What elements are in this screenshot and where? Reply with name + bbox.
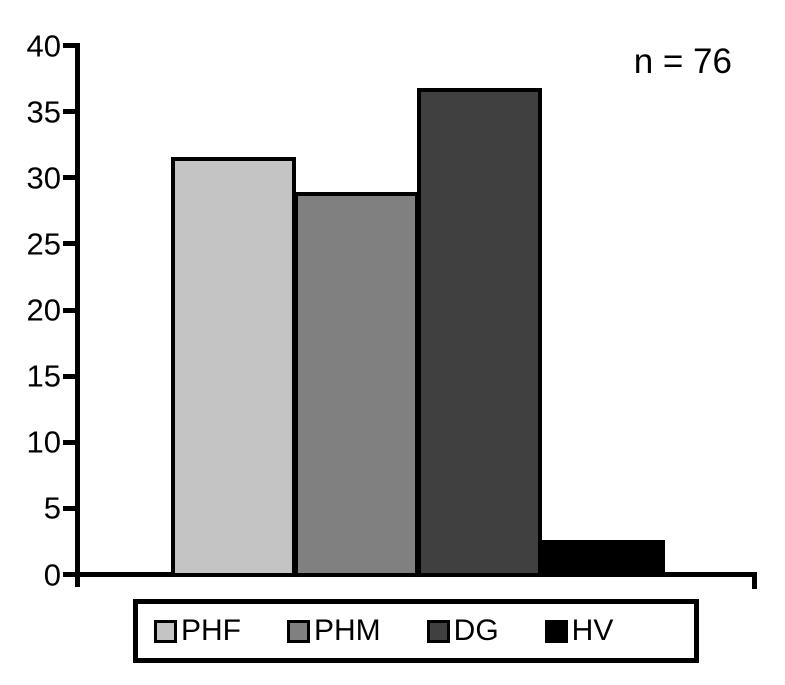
legend-label-hv: HV <box>571 614 614 647</box>
legend-item-hv: HV <box>544 614 614 647</box>
y-tick-label-5: 5 <box>43 490 61 526</box>
y-tick-0 <box>63 572 80 577</box>
x-axis-end-tick <box>752 572 757 589</box>
legend-item-dg: DG <box>426 614 499 647</box>
bar-dg <box>417 87 542 577</box>
bar-phm <box>294 192 419 577</box>
y-tick-40 <box>63 43 80 48</box>
bar-phf <box>171 156 296 577</box>
y-tick-label-20: 20 <box>26 292 61 328</box>
sample-size-annotation: n = 76 <box>633 42 732 81</box>
y-tick-15 <box>63 373 80 379</box>
legend-swatch-phm <box>287 619 310 643</box>
legend-item-phf: PHF <box>154 616 241 646</box>
legend-label-phm: PHM <box>314 614 381 647</box>
y-tick-label-10: 10 <box>26 424 61 460</box>
bar-hv <box>540 540 665 577</box>
legend-swatch-dg <box>426 619 450 643</box>
y-axis-line <box>75 43 80 587</box>
y-tick-label-0: 0 <box>43 557 61 592</box>
legend-label-phf: PHF <box>181 614 241 647</box>
y-tick-5 <box>63 505 80 511</box>
y-tick-label-40: 40 <box>26 28 61 63</box>
y-tick-30 <box>63 175 80 181</box>
y-tick-25 <box>63 241 80 247</box>
y-tick-35 <box>63 109 80 115</box>
legend-item-phm: PHM <box>287 616 381 646</box>
legend-swatch-phf <box>154 619 177 643</box>
y-tick-label-35: 35 <box>26 94 61 130</box>
legend-label-dg: DG <box>453 614 499 647</box>
y-tick-label-15: 15 <box>26 358 61 394</box>
y-tick-label-30: 30 <box>26 160 61 196</box>
y-tick-label-25: 25 <box>26 226 61 262</box>
y-tick-20 <box>63 307 80 313</box>
legend: PHF PHM DG HV <box>133 599 699 663</box>
y-tick-10 <box>63 439 80 445</box>
legend-swatch-hv <box>544 619 568 643</box>
